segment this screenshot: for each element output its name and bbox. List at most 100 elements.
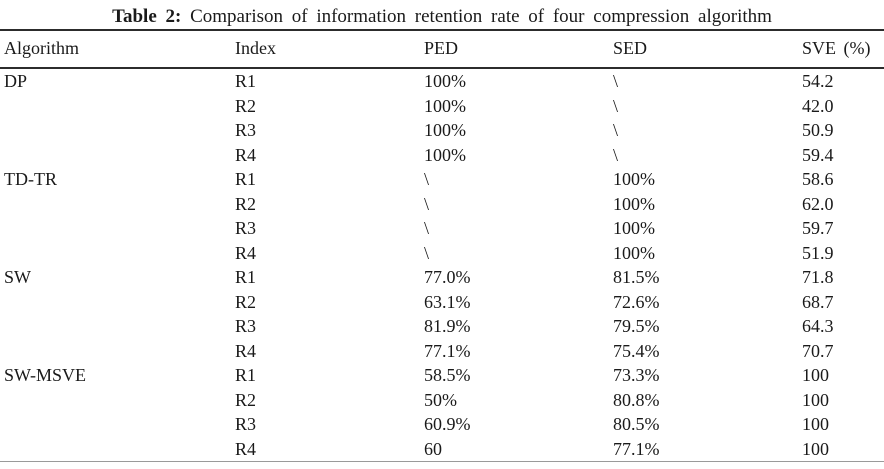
cell-sed: 72.6%	[613, 291, 660, 312]
cell-sve: 100	[802, 389, 829, 410]
cell-algorithm	[0, 192, 235, 217]
cell-sve: 50.9	[802, 120, 834, 140]
table-row: R3 100% \ 50.9	[0, 118, 884, 143]
cell-algorithm	[0, 143, 235, 168]
header-row: Algorithm Index PED SED SVE (%)	[0, 29, 884, 69]
cell-ped: \	[424, 218, 430, 238]
cell-algorithm	[0, 388, 235, 413]
table-row: R2 \ 100% 62.0	[0, 192, 884, 217]
cell-index: R3	[235, 414, 257, 434]
column-header-sve: SVE (%)	[802, 29, 884, 69]
cell-sed: 79.5%	[613, 316, 660, 336]
cell-sve: 58.6	[802, 169, 834, 189]
cell-sve: 59.7	[802, 218, 834, 238]
cell-sve: 100	[802, 365, 829, 385]
cell-index: R2	[235, 95, 257, 116]
table-row: R2 100% \ 42.0	[0, 94, 884, 119]
column-header-sed: SED	[613, 29, 802, 69]
cell-sed: \	[613, 120, 619, 140]
table-caption-label: Table 2:	[112, 6, 182, 27]
cell-ped: 58.5%	[424, 365, 471, 385]
cell-index: R1	[235, 169, 257, 189]
cell-ped: 60	[424, 438, 442, 459]
table-row: R2 50% 80.8% 100	[0, 388, 884, 413]
cell-algorithm: SW	[4, 267, 31, 287]
table-row: R3 60.9% 80.5% 100	[0, 412, 884, 437]
cell-index: R4	[235, 242, 257, 263]
cell-sed: \	[613, 71, 619, 91]
cell-index: R2	[235, 389, 257, 410]
cell-algorithm	[0, 216, 235, 241]
column-header-algorithm: Algorithm	[0, 29, 235, 69]
table-caption: Table 2: Comparison of information reten…	[0, 0, 884, 29]
table-row: TD-TR R1 \ 100% 58.6	[0, 167, 884, 192]
cell-sve: 70.7	[802, 340, 834, 361]
table-row: R3 \ 100% 59.7	[0, 216, 884, 241]
table-row: R4 77.1% 75.4% 70.7	[0, 339, 884, 364]
cell-index: R1	[235, 71, 257, 91]
cell-index: R4	[235, 438, 257, 459]
table-caption-text: Comparison of information retention rate…	[190, 6, 772, 27]
cell-algorithm	[0, 118, 235, 143]
cell-index: R2	[235, 291, 257, 312]
cell-ped: 100%	[424, 144, 466, 165]
cell-index: R3	[235, 218, 257, 238]
table-row: R2 63.1% 72.6% 68.7	[0, 290, 884, 315]
cell-ped: 60.9%	[424, 414, 471, 434]
cell-sed: 77.1%	[613, 438, 660, 459]
cell-index: R4	[235, 340, 257, 361]
table-row: SW-MSVE R1 58.5% 73.3% 100	[0, 363, 884, 388]
cell-sed: 73.3%	[613, 365, 660, 385]
cell-ped: \	[424, 169, 430, 189]
column-header-ped: PED	[424, 29, 613, 69]
cell-ped: 100%	[424, 71, 466, 91]
cell-sed: 100%	[613, 193, 655, 214]
cell-ped: 50%	[424, 389, 457, 410]
cell-sve: 59.4	[802, 144, 834, 165]
table-row: DP R1 100% \ 54.2	[0, 68, 884, 94]
table-row: R4 100% \ 59.4	[0, 143, 884, 168]
cell-algorithm: SW-MSVE	[4, 365, 87, 385]
cell-sve: 54.2	[802, 71, 834, 91]
table-row: R3 81.9% 79.5% 64.3	[0, 314, 884, 339]
cell-sve: 68.7	[802, 291, 834, 312]
cell-index: R3	[235, 316, 257, 336]
cell-algorithm	[0, 290, 235, 315]
cell-sed: \	[613, 144, 619, 165]
cell-sve: 100	[802, 438, 829, 459]
cell-ped: \	[424, 242, 430, 263]
cell-algorithm	[0, 437, 235, 462]
cell-algorithm	[0, 412, 235, 437]
cell-index: R1	[235, 267, 257, 287]
cell-sed: 80.5%	[613, 414, 660, 434]
table-row: R4 \ 100% 51.9	[0, 241, 884, 266]
cell-sed: \	[613, 95, 619, 116]
cell-algorithm: DP	[4, 71, 28, 91]
cell-sed: 100%	[613, 169, 655, 189]
cell-sve: 42.0	[802, 95, 834, 116]
cell-sed: 100%	[613, 242, 655, 263]
cell-algorithm	[0, 339, 235, 364]
column-header-index: Index	[235, 29, 424, 69]
cell-ped: 100%	[424, 120, 466, 140]
comparison-table: Algorithm Index PED SED SVE (%) DP R1 10…	[0, 29, 884, 462]
cell-index: R2	[235, 193, 257, 214]
cell-sve: 62.0	[802, 193, 834, 214]
cell-sve: 64.3	[802, 316, 834, 336]
cell-sed: 75.4%	[613, 340, 660, 361]
cell-ped: 100%	[424, 95, 466, 116]
cell-index: R1	[235, 365, 257, 385]
cell-algorithm	[0, 94, 235, 119]
cell-sed: 100%	[613, 218, 655, 238]
table-body: DP R1 100% \ 54.2 R2 100% \ 42.0 R3 100%…	[0, 68, 884, 462]
cell-ped: 77.1%	[424, 340, 471, 361]
cell-index: R3	[235, 120, 257, 140]
cell-sve: 51.9	[802, 242, 834, 263]
cell-sed: 80.8%	[613, 389, 660, 410]
cell-algorithm	[0, 314, 235, 339]
cell-ped: \	[424, 193, 430, 214]
cell-ped: 81.9%	[424, 316, 471, 336]
table-row: R4 60 77.1% 100	[0, 437, 884, 462]
cell-sve: 71.8	[802, 267, 834, 287]
